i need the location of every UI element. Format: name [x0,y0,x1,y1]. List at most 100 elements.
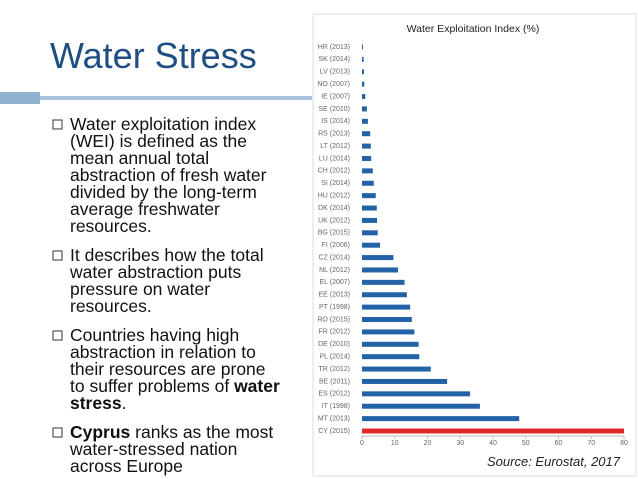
y-tick-label: RO (2015) [317,316,350,323]
bullet-line: It describes how the total [70,245,264,265]
bar [362,69,364,75]
text-run: water [233,376,280,396]
x-tick-label: 50 [522,440,530,447]
bar [362,317,412,323]
y-tick-label: SI (2014) [321,180,350,187]
chart-title: Water Exploitation Index (%) [407,23,540,35]
bar [362,155,372,161]
bar [362,81,365,87]
bar [362,366,431,372]
y-tick-label: DK (2014) [318,205,350,212]
bar [362,428,624,434]
bar [362,416,520,422]
bar [362,292,407,298]
bar [362,354,420,360]
bullet-line: Countries having high [70,325,239,345]
bar [362,131,371,137]
bar [362,255,394,261]
bullet-line: abstraction in relation to [70,342,256,362]
bullet-line: their resources are prone [70,359,266,379]
bar [362,230,378,236]
text-run: to suffer problems of [70,376,234,396]
y-tick-label: FI (2006) [322,242,350,249]
y-tick-label: MT (2013) [318,415,350,422]
bullet-line: water-stressed nation [69,439,237,459]
y-tick-label: IS (2014) [321,118,350,125]
y-tick-label: HR (2013) [318,44,350,51]
y-tick-label: SK (2014) [318,56,350,63]
y-tick-label: LT (2012) [320,143,350,150]
y-tick-label: BE (2011) [319,378,350,385]
bullet-line: divided by the long-term [70,182,257,202]
bar [362,168,373,174]
bar [362,378,448,384]
bar [362,180,374,186]
y-tick-label: LU (2014) [319,155,350,162]
y-tick-label: CZ (2014) [318,254,350,261]
x-tick-label: 20 [424,440,432,447]
bar [362,143,371,149]
y-tick-label: PL (2014) [320,354,350,361]
x-tick-label: 40 [489,440,497,447]
bullet-line: Water exploitation index [70,114,256,134]
y-tick-label: IT (1998) [322,403,350,410]
bar [362,403,480,409]
y-tick-label: UK (2012) [318,217,350,224]
y-tick-label: DE (2010) [318,341,350,348]
y-tick-label: FR (2012) [318,329,350,336]
y-tick-label: CH (2012) [318,168,350,175]
y-tick-label: SE (2010) [318,106,350,113]
x-tick-label: 70 [587,440,595,447]
source: Source: Eurostat, 2017 [487,454,621,469]
bar [362,205,377,211]
bar [362,304,411,310]
bar [362,106,367,112]
bullet-line: pressure on water [70,279,210,299]
bar [362,279,405,285]
bar [362,118,368,124]
bar [362,56,364,62]
y-tick-label: BG (2015) [318,230,350,237]
bar [362,193,376,199]
bullet-line: across Europe [70,456,183,476]
accent-box [0,92,40,104]
y-tick-label: NO (2007) [317,81,350,88]
bullet-line: Cyprus ranks as the most [70,422,273,442]
bullet-box [52,330,63,341]
bullet-line: average freshwater [70,199,220,219]
bullet-line: stress. [70,393,126,413]
bullet-line: (WEI) is defined as the [70,131,247,151]
y-tick-label: RS (2013) [318,131,350,138]
y-tick-label: CY (2015) [318,428,350,435]
bar [362,94,366,100]
y-tick-label: TR (2012) [318,366,350,373]
bullet-line: abstraction of fresh water [70,165,267,185]
bar [362,329,415,335]
accent-line [40,96,312,100]
y-tick-label: HU (2012) [318,192,350,199]
y-tick-label: ES (2012) [318,391,350,398]
bullet-line: water abstraction puts [69,262,241,282]
y-tick-label: EE (2013) [318,292,350,299]
text-run: Cyprus [70,422,131,442]
bar [362,44,363,50]
x-tick-label: 10 [391,440,399,447]
bullet-line: resources. [70,296,152,316]
y-tick-label: NL (2012) [319,267,350,274]
bullet-box [52,119,63,130]
bar [362,217,378,223]
x-tick-label: 0 [360,440,364,447]
slide-title: Water Stress [50,35,257,76]
bullet-line: to suffer problems of water [70,376,280,396]
x-tick-label: 30 [456,440,464,447]
text-run: . [122,393,127,413]
text-run: ranks as the most [130,422,273,442]
x-tick-label: 60 [555,440,563,447]
bar [362,267,399,273]
text-run: stress [70,393,122,413]
bar [362,341,419,347]
bullet-line: resources. [70,216,152,236]
y-tick-label: PT (1998) [319,304,350,311]
bullet-box [52,250,63,261]
